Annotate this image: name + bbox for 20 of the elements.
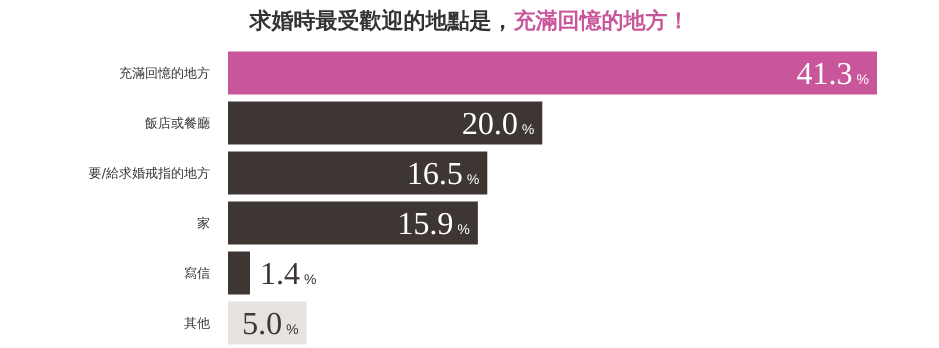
data-label: 5.0% (242, 305, 299, 341)
y-tick-label: 家 (197, 216, 210, 232)
y-tick-label: 充滿回憶的地方 (119, 66, 210, 82)
chart-title: 求婚時最受歡迎的地點是， (250, 9, 514, 34)
bar (228, 52, 877, 94)
data-label: 1.4% (260, 255, 316, 291)
data-label: 15.9% (397, 205, 470, 241)
y-tick-label: 其他 (184, 316, 210, 332)
data-label: 41.3% (796, 55, 869, 91)
bar (228, 252, 250, 294)
y-tick-label: 要/給求婚戒指的地方 (88, 166, 210, 182)
y-tick-label: 飯店或餐廳 (145, 116, 210, 132)
bar (228, 102, 542, 144)
bar (228, 202, 478, 244)
y-tick-label: 寫信 (184, 266, 210, 282)
chart-subtitle: 充滿回憶的地方！ (514, 9, 690, 34)
data-label: 16.5% (406, 155, 480, 191)
bar (228, 152, 488, 194)
bar (228, 302, 307, 344)
data-label: 20.0% (462, 105, 534, 141)
